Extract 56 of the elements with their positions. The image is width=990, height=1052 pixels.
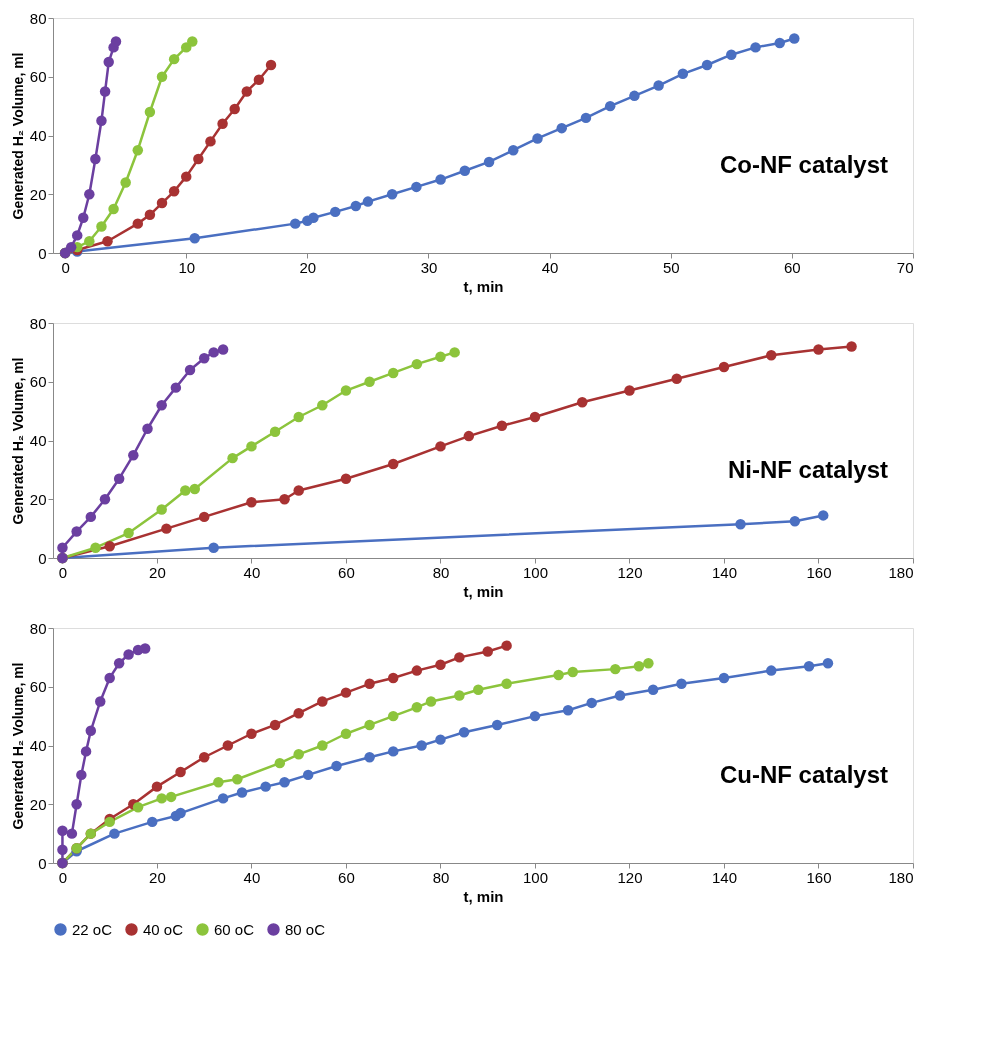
y-tick-label: 0 (38, 854, 47, 872)
y-tick-label: 80 (29, 9, 47, 27)
x-tick-label: 80 (432, 868, 450, 886)
x-axis-title: t, min (463, 582, 504, 600)
y-tick-label: 40 (29, 737, 47, 754)
annotation: Cu-NF catalyst (719, 761, 888, 788)
annotation: Co-NF catalyst (719, 151, 888, 178)
x-tick-label: 10 (178, 258, 196, 276)
y-tick-label: 40 (29, 432, 47, 449)
y-tick-label: 40 (29, 127, 47, 144)
x-axis-title: t, min (463, 277, 504, 295)
x-tick-label: 180 (888, 563, 914, 581)
annotation: Ni-NF catalyst (727, 456, 888, 483)
x-tick-label: 100 (522, 868, 548, 886)
y-tick-label: 60 (29, 678, 47, 696)
y-axis-title: Generated H₂ Volume, ml (9, 357, 26, 525)
x-tick-label: 40 (243, 563, 261, 581)
y-tick-label: 0 (38, 244, 47, 262)
legend-label: 40 oC (143, 920, 184, 938)
x-tick-label: 50 (662, 258, 680, 276)
x-tick-label: 120 (617, 563, 643, 581)
x-tick-label: 30 (420, 258, 438, 276)
y-tick-label: 60 (29, 68, 47, 86)
y-axis-title: Generated H₂ Volume, ml (9, 662, 26, 830)
x-tick-label: 180 (888, 868, 914, 886)
x-tick-label: 40 (243, 868, 261, 886)
x-tick-label: 0 (58, 563, 68, 581)
x-tick-label: 70 (896, 258, 914, 276)
x-tick-label: 160 (806, 868, 832, 886)
x-tick-label: 0 (61, 258, 70, 276)
y-tick-label: 20 (29, 795, 47, 813)
x-tick-label: 60 (338, 563, 355, 581)
y-tick-label: 0 (38, 549, 47, 567)
legend-label: 80 oC (285, 920, 326, 938)
x-tick-label: 60 (338, 868, 355, 886)
legend-label: 22 oC (72, 920, 113, 938)
y-axis-title: Generated H₂ Volume, ml (9, 52, 26, 220)
x-tick-label: 80 (432, 563, 450, 581)
x-axis-title: t, min (463, 887, 504, 905)
x-tick-label: 120 (617, 868, 643, 886)
x-tick-label: 140 (711, 868, 737, 886)
legend-label: 60 oC (214, 920, 255, 938)
y-tick-label: 20 (29, 185, 47, 203)
y-tick-label: 60 (29, 373, 47, 391)
y-tick-label: 80 (29, 314, 47, 332)
y-tick-label: 20 (29, 490, 47, 508)
x-tick-label: 100 (522, 563, 548, 581)
x-tick-label: 20 (299, 258, 317, 276)
x-tick-label: 60 (784, 258, 801, 276)
y-tick-label: 80 (29, 619, 47, 637)
x-tick-label: 40 (541, 258, 559, 276)
x-tick-label: 20 (149, 868, 166, 886)
x-tick-label: 160 (806, 563, 832, 581)
x-tick-label: 140 (711, 563, 737, 581)
x-tick-label: 0 (58, 868, 68, 886)
x-tick-label: 20 (149, 563, 166, 581)
